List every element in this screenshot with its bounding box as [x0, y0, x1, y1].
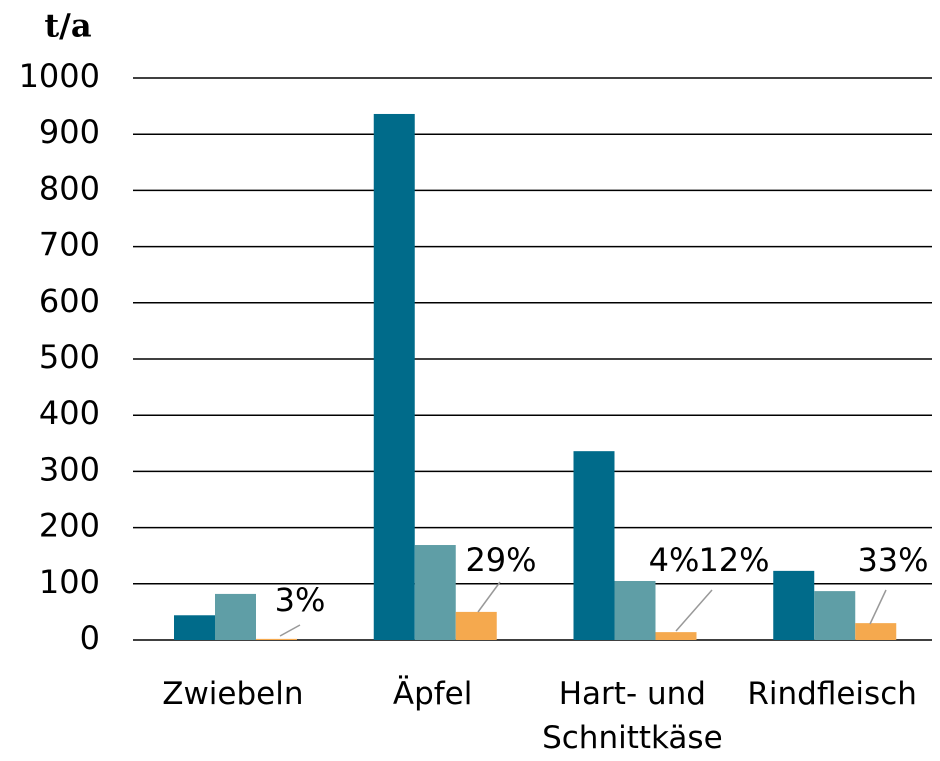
bar: [855, 623, 897, 640]
bar: [215, 593, 256, 640]
x-tick-label: Zwiebeln: [162, 676, 304, 712]
bar: [455, 611, 497, 640]
bar: [655, 632, 697, 640]
y-tick-label: 900: [39, 113, 100, 151]
bar: [773, 570, 815, 640]
annotation: 3%: [275, 581, 326, 619]
leader-line: [869, 589, 887, 625]
annotation: 29%: [465, 541, 536, 579]
y-tick-label: 300: [39, 450, 100, 488]
leader-line: [279, 624, 301, 637]
y-tick-label: 100: [39, 563, 100, 601]
y-tick-label: 0: [80, 619, 100, 657]
x-tick-label: Äpfel: [392, 676, 473, 712]
annotation: 33%: [857, 541, 928, 579]
x-tick-label: Rindfleisch: [747, 676, 917, 712]
leader-line: [477, 581, 501, 613]
bar: [414, 545, 456, 640]
y-tick-label: 700: [39, 226, 100, 264]
bar: [174, 615, 215, 640]
y-tick-label: 600: [39, 282, 100, 320]
x-tick-label: Hart- und Schnittkäse: [542, 676, 723, 756]
bar: [256, 638, 297, 640]
annotation: 4%: [649, 541, 700, 579]
y-tick-label: 1000: [19, 57, 100, 95]
y-tick-label: 500: [39, 338, 100, 376]
bar: [614, 580, 656, 640]
y-tick-label: 200: [39, 507, 100, 545]
bar: [573, 451, 615, 640]
y-tick-label: 800: [39, 169, 100, 207]
y-tick-label: 400: [39, 394, 100, 432]
leader-line: [675, 589, 713, 632]
annotation: 12%: [698, 541, 769, 579]
bar: [814, 591, 856, 640]
y-axis-label: t/a: [44, 7, 91, 45]
bar: [373, 113, 415, 640]
